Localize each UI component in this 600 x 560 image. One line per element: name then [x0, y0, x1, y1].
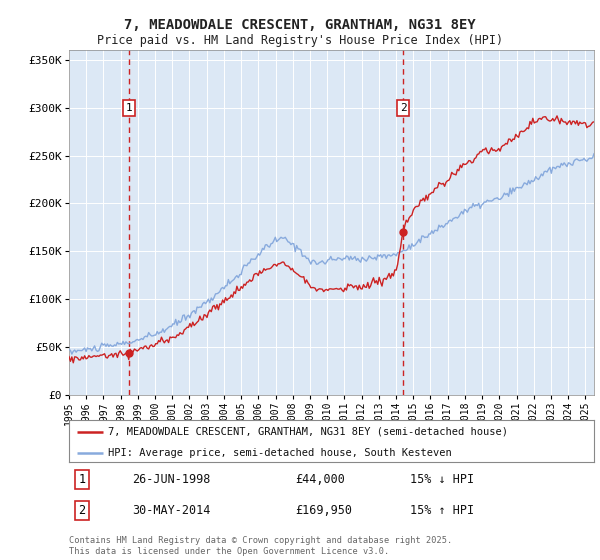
Text: 7, MEADOWDALE CRESCENT, GRANTHAM, NG31 8EY (semi-detached house): 7, MEADOWDALE CRESCENT, GRANTHAM, NG31 8… — [109, 427, 508, 437]
Text: 15% ↑ HPI: 15% ↑ HPI — [410, 504, 475, 517]
Text: 2: 2 — [79, 504, 86, 517]
Text: 2: 2 — [400, 103, 406, 113]
Text: 15% ↓ HPI: 15% ↓ HPI — [410, 473, 475, 486]
Text: 1: 1 — [79, 473, 86, 486]
Text: Price paid vs. HM Land Registry's House Price Index (HPI): Price paid vs. HM Land Registry's House … — [97, 34, 503, 47]
Text: 1: 1 — [125, 103, 133, 113]
Text: HPI: Average price, semi-detached house, South Kesteven: HPI: Average price, semi-detached house,… — [109, 448, 452, 458]
Text: £44,000: £44,000 — [295, 473, 344, 486]
Text: 7, MEADOWDALE CRESCENT, GRANTHAM, NG31 8EY: 7, MEADOWDALE CRESCENT, GRANTHAM, NG31 8… — [124, 18, 476, 32]
Text: £169,950: £169,950 — [295, 504, 352, 517]
Text: 26-JUN-1998: 26-JUN-1998 — [132, 473, 211, 486]
Text: Contains HM Land Registry data © Crown copyright and database right 2025.
This d: Contains HM Land Registry data © Crown c… — [69, 536, 452, 556]
Text: 30-MAY-2014: 30-MAY-2014 — [132, 504, 211, 517]
